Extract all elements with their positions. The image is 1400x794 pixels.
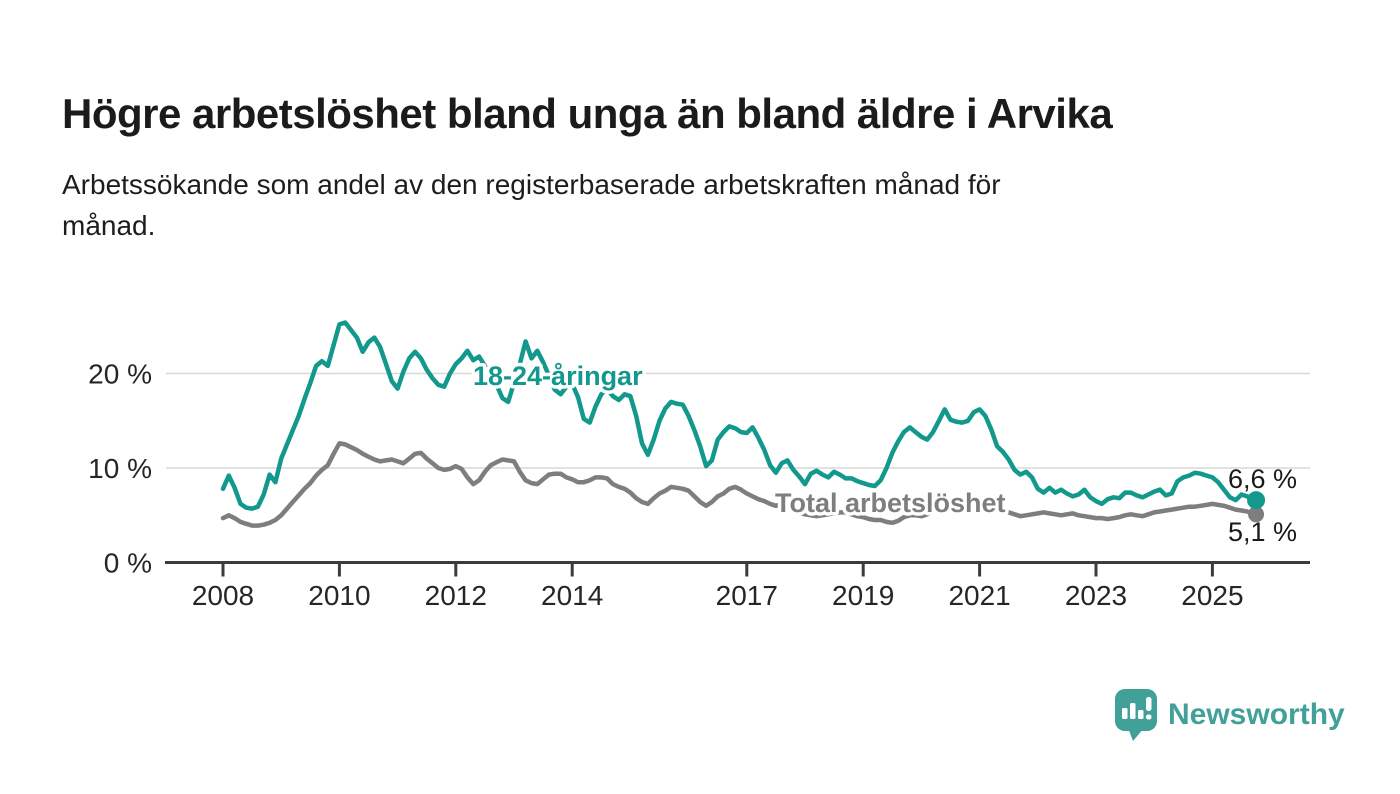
x-tick-label-2012: 2012 <box>425 580 487 611</box>
logo-exclamation-line <box>1146 697 1152 711</box>
y-tick-label-0: 0 % <box>104 548 152 579</box>
logo-bar-3 <box>1138 710 1144 719</box>
x-tick-label-2014: 2014 <box>541 580 603 611</box>
logo-bubble-tail <box>1128 728 1144 741</box>
page-subtitle-line-2: månad. <box>62 210 156 241</box>
logo-bar-1 <box>1122 708 1128 719</box>
x-tick-label-2021: 2021 <box>948 580 1010 611</box>
end-value-label-total: 5,1 % <box>1228 517 1297 547</box>
x-tick-label-2008: 2008 <box>192 580 254 611</box>
x-tick-label-2017: 2017 <box>716 580 778 611</box>
newsworthy-brand: Newsworthy <box>1114 688 1345 742</box>
series-label-youth: 18-24-åringar <box>473 361 643 391</box>
logo-exclamation-dot <box>1146 714 1152 720</box>
page-subtitle: Arbetssökande som andel av den registerb… <box>62 164 1001 246</box>
series-label-total: Total arbetslöshet <box>775 488 1006 518</box>
series-line-total <box>220 441 1259 528</box>
page-title: Högre arbetslöshet bland unga än bland ä… <box>62 90 1113 138</box>
x-tick-label-2019: 2019 <box>832 580 894 611</box>
y-tick-label-20: 20 % <box>88 359 152 390</box>
series-end-dot-total <box>1248 506 1265 523</box>
x-tick-label-2025: 2025 <box>1181 580 1243 611</box>
brand-name: Newsworthy <box>1168 698 1345 731</box>
grid-layer <box>166 372 1310 469</box>
y-tick-label-10: 10 % <box>88 453 152 484</box>
page-subtitle-line-1: Arbetssökande som andel av den registerb… <box>62 169 1001 200</box>
newsworthy-logo-icon <box>1115 689 1157 741</box>
x-tick-label-2023: 2023 <box>1065 580 1127 611</box>
end-value-label-youth: 6,6 % <box>1228 464 1297 494</box>
series-layer <box>220 320 1266 528</box>
x-tick-label-2010: 2010 <box>308 580 370 611</box>
axis-layer: 2008 2010 2012 2014 2017 2019 2021 2023 2025 0 % 1… <box>88 359 1310 611</box>
logo-bar-2 <box>1130 703 1136 719</box>
series-end-dot-youth <box>1247 491 1266 510</box>
series-line-youth <box>220 320 1259 511</box>
